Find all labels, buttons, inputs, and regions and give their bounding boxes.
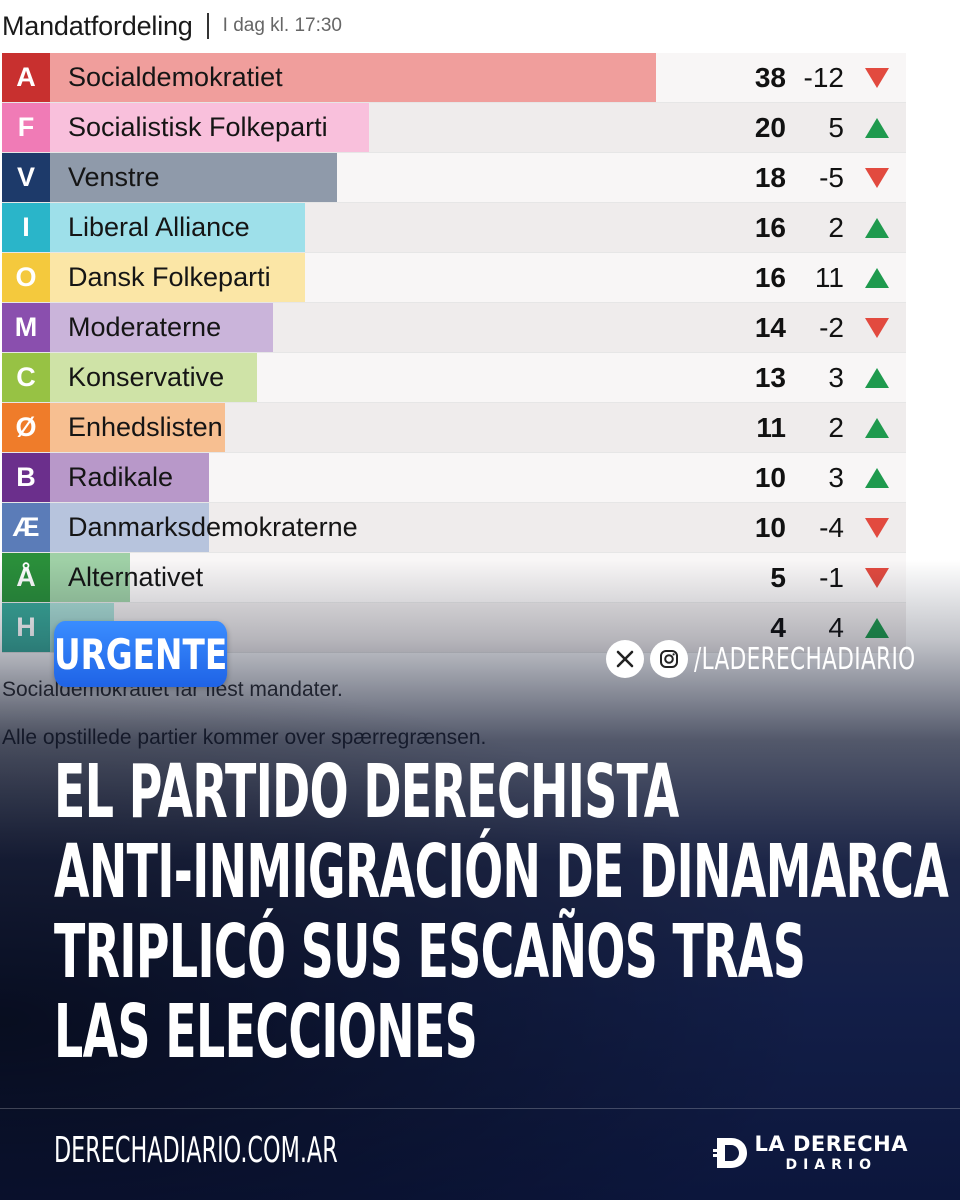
triangle-down-icon [865,68,889,88]
triangle-up-icon [865,268,889,288]
party-name: Venstre [68,162,160,192]
seat-change: -12 [803,62,844,93]
party-row: Ø Enhedslisten 11 2 [2,403,906,453]
social-handle-text: /LADERECHADIARIO [694,641,916,677]
seat-count: 16 [754,212,786,243]
seat-count: 11 [756,412,786,443]
party-name: Konservative [68,362,225,392]
party-letter-badge: I [2,203,50,252]
headline-line: EL PARTIDO DERECHISTA [54,749,679,835]
triangle-down-icon [865,518,889,538]
seat-count: 16 [754,262,786,293]
party-letter-badge: Å [2,553,50,602]
party-row: B Radikale 10 3 [2,453,906,503]
party-letter-badge: C [2,353,50,402]
brand-subname: DIARIO [785,1157,878,1173]
seat-change: 5 [828,112,844,143]
party-name: Liberal Alliance [68,212,250,242]
party-row: I Liberal Alliance 16 2 [2,203,906,253]
seat-change: 11 [814,262,844,293]
triangle-up-icon [865,418,889,438]
footer-divider [0,1108,960,1109]
urgent-label: URGENTE [53,629,228,679]
party-row: V Venstre 18 -5 [2,153,906,203]
seat-change: 2 [828,412,844,443]
triangle-down-icon [865,568,889,588]
seat-change: -1 [819,562,844,593]
seat-count: 18 [754,162,786,193]
party-row: A Socialdemokratiet 38 -12 [2,53,906,103]
party-row: Æ Danmarksdemokraterne 10 -4 [2,503,906,553]
site-url: DERECHADIARIO.COM.AR [54,1130,338,1171]
urgent-badge: URGENTE [54,621,227,687]
party-letter-badge: B [2,453,50,502]
seat-count: 10 [754,462,786,493]
seat-change: 2 [828,212,844,243]
seat-count: 20 [754,112,786,143]
party-row: M Moderaterne 14 -2 [2,303,906,353]
x-icon [606,640,644,678]
party-letter-badge: Ø [2,403,50,452]
seat-change: 3 [828,462,844,493]
header-separator [206,13,209,39]
brand-name: LA DERECHA [754,1132,908,1156]
triangle-up-icon [865,368,889,388]
seat-count: 13 [754,362,786,393]
party-letter-badge: O [2,253,50,302]
brand-logo: LA DERECHA DIARIO [712,1132,908,1173]
party-letter-badge: F [2,103,50,152]
seat-count: 14 [754,312,786,343]
seat-count: 10 [754,512,786,543]
party-letter-badge: V [2,153,50,202]
party-row: Å Alternativet 5 -1 [2,553,906,603]
party-row: C Konservative 13 3 [2,353,906,403]
seat-change: -2 [819,312,844,343]
party-name: Socialdemokratiet [68,62,283,92]
party-row: F Socialistisk Folkeparti 20 5 [2,103,906,153]
party-name: Danmarksdemokraterne [68,512,358,542]
seat-distribution-chart: A Socialdemokratiet 38 -12 F Socialistisk Fol… [2,53,906,653]
brand-d-icon [712,1138,747,1168]
instagram-icon [650,640,688,678]
party-name: Radikale [68,462,174,492]
headline: EL PARTIDO DERECHISTA ANTI-INMIGRACIÓN D… [54,749,949,1075]
party-name: Moderaterne [68,312,222,342]
seat-change: -5 [819,162,844,193]
party-letter-badge: H [2,603,50,652]
chart-header: Mandatfordeling I dag kl. 17:30 [2,8,342,44]
triangle-up-icon [865,618,889,638]
chart-note: Alle opstillede partier kommer over spær… [2,726,487,749]
triangle-up-icon [865,118,889,138]
party-name: Socialistisk Folkeparti [68,112,328,142]
party-letter-badge: M [2,303,50,352]
seat-change: 3 [828,362,844,393]
headline-line: TRIPLICÓ SUS ESCAÑOS TRAS [54,909,806,995]
social-handle: /LADERECHADIARIO [606,638,916,680]
triangle-down-icon [865,318,889,338]
party-name: Alternativet [68,562,204,592]
seat-count: 38 [754,62,786,93]
headline-line: ANTI-INMIGRACIÓN DE DINAMARCA [54,829,949,915]
chart-timestamp: I dag kl. 17:30 [222,15,343,36]
chart-title: Mandatfordeling [2,10,193,41]
party-letter-badge: A [2,53,50,102]
party-name: Enhedslisten [68,412,223,442]
triangle-up-icon [865,468,889,488]
party-row: O Dansk Folkeparti 16 11 [2,253,906,303]
triangle-down-icon [865,168,889,188]
party-letter-badge: Æ [2,503,50,552]
party-name: Dansk Folkeparti [68,262,271,292]
triangle-up-icon [865,218,889,238]
seat-count: 5 [770,562,786,593]
headline-line: LAS ELECCIONES [54,989,478,1075]
seat-change: -4 [819,512,844,543]
